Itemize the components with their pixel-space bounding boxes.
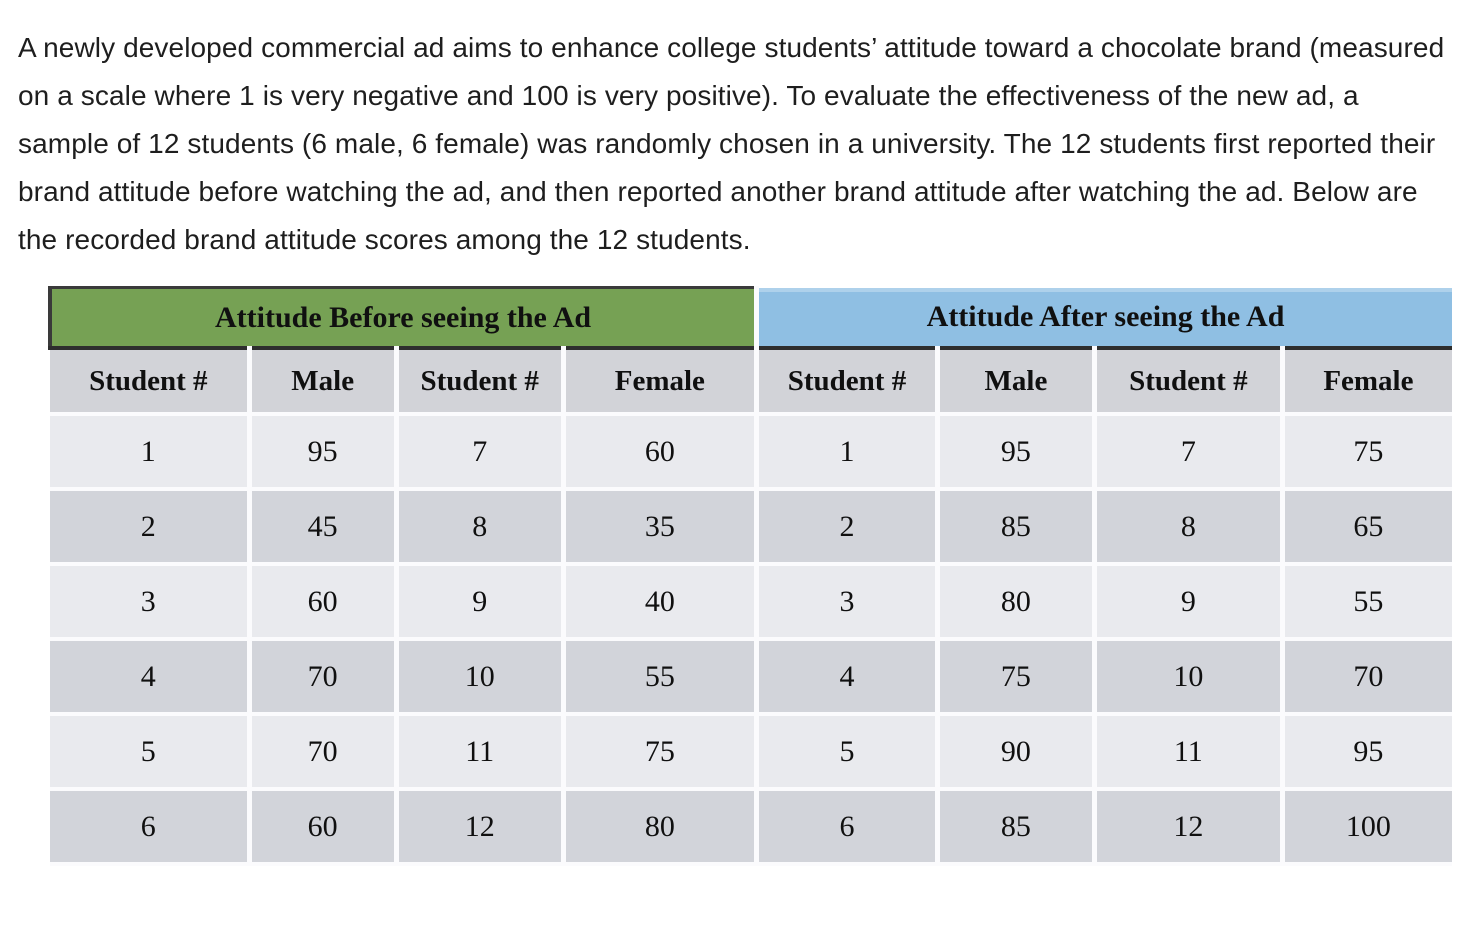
table-cell: 65 xyxy=(1282,489,1452,566)
column-header-female-after: Female xyxy=(1282,348,1452,416)
table-cell: 9 xyxy=(1094,564,1285,641)
column-header-row: Student # Male Student # Female Student … xyxy=(50,348,1452,416)
table-cell: 60 xyxy=(563,414,760,491)
table-cell: 3 xyxy=(756,564,940,641)
table-cell: 10 xyxy=(1094,639,1285,716)
table-cell: 12 xyxy=(1094,789,1285,866)
table-cell: 10 xyxy=(396,639,566,716)
table-cell: 7 xyxy=(396,414,566,491)
table-cell: 8 xyxy=(396,489,566,566)
table-row: 1 95 7 60 1 95 7 75 xyxy=(50,414,1452,491)
table-row: 6 60 12 80 6 85 12 100 xyxy=(50,789,1452,866)
table-cell: 45 xyxy=(249,489,399,566)
table-cell: 80 xyxy=(937,564,1097,641)
table-cell: 95 xyxy=(937,414,1097,491)
table-row: 3 60 9 40 3 80 9 55 xyxy=(50,564,1452,641)
table-row: 5 70 11 75 5 90 11 95 xyxy=(50,714,1452,791)
table-row: 4 70 10 55 4 75 10 70 xyxy=(50,639,1452,716)
table-cell: 4 xyxy=(756,639,940,716)
table-cell: 11 xyxy=(1094,714,1285,791)
table-cell: 85 xyxy=(937,489,1097,566)
table-cell: 8 xyxy=(1094,489,1285,566)
table-cell: 1 xyxy=(756,414,940,491)
group-header-before: Attitude Before seeing the Ad xyxy=(48,286,760,350)
table-cell: 2 xyxy=(756,489,940,566)
table-cell: 55 xyxy=(1282,564,1452,641)
table-cell: 70 xyxy=(249,714,399,791)
group-header-row: Attitude Before seeing the Ad Attitude A… xyxy=(48,286,1452,350)
table-cell: 35 xyxy=(563,489,760,566)
table-cell: 9 xyxy=(396,564,566,641)
column-header-student-before: Student # xyxy=(50,348,252,416)
table-cell: 3 xyxy=(50,564,252,641)
table-cell: 7 xyxy=(1094,414,1285,491)
table-cell: 2 xyxy=(50,489,252,566)
column-header-student2-before: Student # xyxy=(396,348,566,416)
table-cell: 90 xyxy=(937,714,1097,791)
column-header-male-after: Male xyxy=(937,348,1097,416)
table-cell: 4 xyxy=(50,639,252,716)
table-cell: 95 xyxy=(249,414,399,491)
intro-paragraph: A newly developed commercial ad aims to … xyxy=(18,32,1445,255)
table-cell: 75 xyxy=(937,639,1097,716)
column-header-female-before: Female xyxy=(563,348,760,416)
table-cell: 70 xyxy=(1282,639,1452,716)
group-header-after: Attitude After seeing the Ad xyxy=(756,287,1452,350)
table-cell: 85 xyxy=(937,789,1097,866)
table-cell: 60 xyxy=(249,789,399,866)
table-cell: 75 xyxy=(1282,414,1452,491)
table-row: 2 45 8 35 2 85 8 65 xyxy=(50,489,1452,566)
table-cell: 60 xyxy=(249,564,399,641)
table-cell: 75 xyxy=(563,714,760,791)
table-cell: 40 xyxy=(563,564,760,641)
table-cell: 5 xyxy=(756,714,940,791)
table-cell: 11 xyxy=(396,714,566,791)
table-cell: 6 xyxy=(50,789,252,866)
table-cell: 70 xyxy=(249,639,399,716)
table-cell: 1 xyxy=(50,414,252,491)
table-cell: 5 xyxy=(50,714,252,791)
attitude-table: Attitude Before seeing the Ad Attitude A… xyxy=(48,286,1452,866)
table-cell: 80 xyxy=(563,789,760,866)
table-cell: 100 xyxy=(1282,789,1452,866)
table-cell: 12 xyxy=(396,789,566,866)
table-cell: 6 xyxy=(756,789,940,866)
table-cell: 55 xyxy=(563,639,760,716)
column-header-student-after: Student # xyxy=(756,348,940,416)
column-header-student2-after: Student # xyxy=(1094,348,1285,416)
column-header-male-before: Male xyxy=(249,348,399,416)
table-cell: 95 xyxy=(1282,714,1452,791)
